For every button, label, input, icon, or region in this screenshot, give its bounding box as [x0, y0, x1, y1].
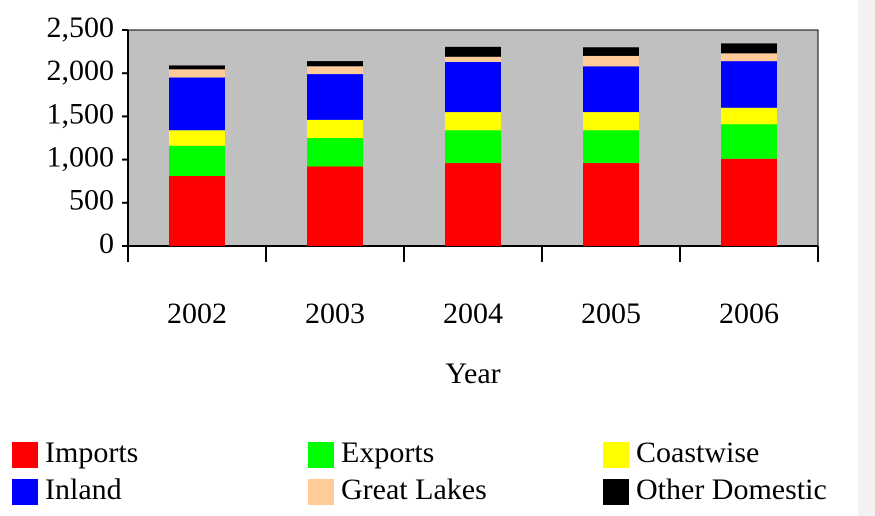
x-tick-label: 2004: [443, 297, 503, 330]
bar-segment: [721, 124, 777, 159]
bar-segment: [445, 163, 501, 246]
x-axis-title: Year: [445, 357, 500, 390]
bar-segment: [721, 107, 777, 125]
bar-segment: [307, 166, 363, 246]
bar-segment: [721, 158, 777, 246]
bar-segment: [307, 138, 363, 167]
bar-segment: [583, 163, 639, 246]
legend-label: Imports: [45, 436, 138, 469]
legend-swatch: [603, 479, 629, 505]
bar-segment: [307, 61, 363, 67]
bar-segment: [721, 61, 777, 108]
y-tick-label: 2,000: [47, 54, 115, 87]
y-tick-label: 1,000: [47, 140, 115, 173]
bar-segment: [445, 112, 501, 131]
x-tick-label: 2005: [581, 297, 641, 330]
legend-swatch: [12, 442, 38, 468]
bar-segment: [307, 119, 363, 138]
y-tick-label: 0: [99, 227, 114, 260]
side-strip: [858, 0, 875, 516]
legend-label: Coastwise: [636, 436, 759, 469]
legend-swatch: [12, 479, 38, 505]
bar-segment: [445, 46, 501, 57]
y-tick-label: 500: [69, 184, 114, 217]
bar-segment: [169, 69, 225, 78]
bar-segment: [445, 130, 501, 164]
bar-segment: [721, 53, 777, 62]
bar-segment: [583, 66, 639, 113]
bar-segment: [445, 61, 501, 113]
bar-segment: [721, 43, 777, 54]
bar-segment: [169, 176, 225, 246]
legend-swatch: [308, 479, 334, 505]
bar-segment: [583, 47, 639, 56]
bar-segment: [169, 77, 225, 131]
x-tick-label: 2002: [167, 297, 227, 330]
legend-label: Exports: [341, 436, 434, 469]
bar-segment: [583, 130, 639, 164]
bar-segment: [169, 145, 225, 177]
legend-label: Great Lakes: [341, 473, 487, 506]
x-tick-label: 2006: [719, 297, 779, 330]
legend-swatch: [308, 442, 334, 468]
bar-segment: [169, 130, 225, 146]
bar-segment: [307, 74, 363, 120]
bar-segment: [169, 65, 225, 70]
legend-swatch: [603, 442, 629, 468]
x-tick-label: 2003: [305, 297, 365, 330]
y-tick-label: 2,500: [47, 11, 115, 44]
legend-label: Other Domestic: [636, 473, 827, 506]
legend-label: Inland: [45, 473, 122, 506]
bar-segment: [445, 56, 501, 62]
bar-segment: [307, 66, 363, 75]
bar-segment: [583, 112, 639, 131]
y-tick-label: 1,500: [47, 97, 115, 130]
bar-segment: [583, 55, 639, 67]
